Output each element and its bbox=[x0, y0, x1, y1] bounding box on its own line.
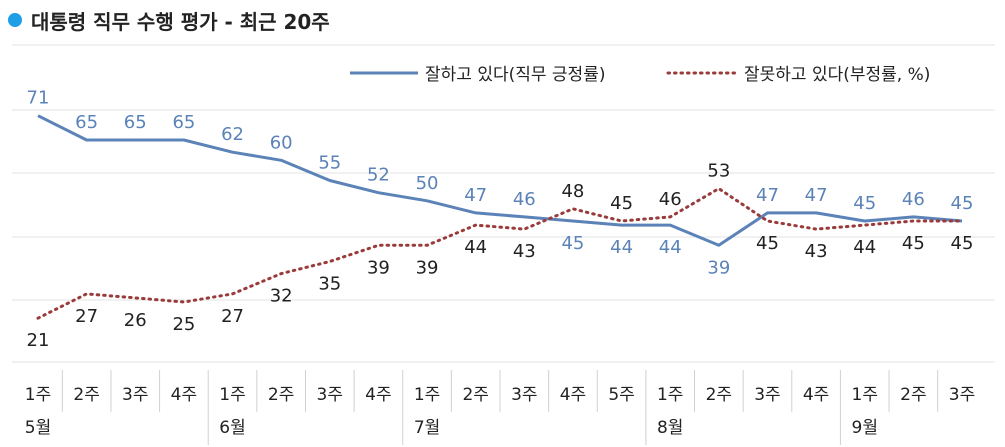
data-label-positive: 46 bbox=[902, 189, 925, 210]
data-label-positive: 47 bbox=[805, 185, 828, 206]
data-label-negative: 43 bbox=[513, 241, 536, 262]
x-tick-label: 5주 bbox=[608, 385, 634, 405]
x-tick-label: 2주 bbox=[462, 385, 488, 405]
data-label-positive: 55 bbox=[318, 153, 341, 174]
data-label-negative: 39 bbox=[367, 257, 390, 278]
data-label-negative: 45 bbox=[951, 233, 974, 254]
x-tick-label: 4주 bbox=[803, 385, 829, 405]
x-tick-label: 3주 bbox=[317, 385, 343, 405]
month-label: 8월 bbox=[657, 418, 683, 438]
legend: 잘하고 있다(직무 긍정률) 잘못하고 있다(부정률, %) bbox=[350, 65, 930, 85]
data-label-positive: 52 bbox=[367, 165, 390, 186]
data-label-positive: 44 bbox=[659, 237, 682, 258]
x-tick-label: 1주 bbox=[219, 385, 245, 405]
data-label-positive: 65 bbox=[172, 112, 195, 133]
data-label-negative: 45 bbox=[902, 233, 925, 254]
data-label-negative: 45 bbox=[610, 193, 633, 214]
x-tick-label: 3주 bbox=[754, 385, 780, 405]
x-tick-label: 4주 bbox=[560, 385, 586, 405]
legend-label-positive: 잘하고 있다(직무 긍정률) bbox=[425, 65, 605, 85]
data-label-negative: 45 bbox=[756, 233, 779, 254]
series-lines bbox=[36, 114, 964, 320]
data-label-negative: 35 bbox=[318, 274, 341, 295]
data-label-negative: 39 bbox=[416, 257, 439, 278]
month-label: 5월 bbox=[25, 418, 51, 438]
data-label-negative: 46 bbox=[659, 189, 682, 210]
x-tick-label: 4주 bbox=[171, 385, 197, 405]
x-tick-label: 2주 bbox=[268, 385, 294, 405]
data-label-negative: 44 bbox=[464, 237, 487, 258]
x-tick-label: 2주 bbox=[73, 385, 99, 405]
x-tick-label: 2주 bbox=[706, 385, 732, 405]
x-tick-label: 1주 bbox=[657, 385, 683, 405]
data-label-positive: 45 bbox=[853, 193, 876, 214]
data-label-positive: 50 bbox=[416, 173, 439, 194]
data-label-positive: 71 bbox=[27, 88, 50, 109]
data-label-negative: 44 bbox=[853, 237, 876, 258]
data-label-negative: 25 bbox=[172, 314, 195, 335]
data-label-positive: 39 bbox=[707, 257, 730, 278]
data-label-positive: 65 bbox=[75, 112, 98, 133]
data-label-negative: 48 bbox=[561, 181, 584, 202]
month-label: 7월 bbox=[414, 418, 440, 438]
data-label-positive: 65 bbox=[124, 112, 147, 133]
x-tick-label: 1주 bbox=[852, 385, 878, 405]
data-label-positive: 44 bbox=[610, 237, 633, 258]
data-label-negative: 27 bbox=[75, 306, 98, 327]
series-line-negative bbox=[36, 187, 964, 320]
data-label-positive: 60 bbox=[270, 132, 293, 153]
data-label-negative: 43 bbox=[805, 241, 828, 262]
data-label-positive: 46 bbox=[513, 189, 536, 210]
month-label: 9월 bbox=[852, 418, 878, 438]
chart-header: 대통령 직무 수행 평가 - 최근 20주 bbox=[8, 6, 330, 34]
legend-label-negative: 잘못하고 있다(부정률, %) bbox=[744, 65, 930, 85]
series-line-positive bbox=[37, 114, 963, 247]
x-tick-label: 3주 bbox=[122, 385, 148, 405]
x-tick-label: 1주 bbox=[414, 385, 440, 405]
data-labels: 71 21 65 27 65 26 65 25 62 27 60 32 55 35 52 39 50 39 47 44… bbox=[27, 88, 974, 352]
data-label-negative: 32 bbox=[270, 286, 293, 307]
data-label-negative: 21 bbox=[27, 330, 50, 351]
data-label-positive: 62 bbox=[221, 124, 244, 145]
month-label: 6월 bbox=[219, 418, 245, 438]
x-tick-label: 3주 bbox=[949, 385, 975, 405]
data-label-positive: 45 bbox=[561, 233, 584, 254]
chart-title: 대통령 직무 수행 평가 - 최근 20주 bbox=[31, 9, 330, 34]
data-label-negative: 26 bbox=[124, 310, 147, 331]
title-bullet-icon bbox=[8, 13, 22, 27]
data-label-positive: 47 bbox=[756, 185, 779, 206]
data-label-positive: 47 bbox=[464, 185, 487, 206]
x-axis: 1주 2주 3주 4주 1주 2주 3주 4주 1주 2주 3주 4주 5주 1주 2주 3주 4주 1주 2주 3주… bbox=[25, 370, 975, 445]
grid-lines bbox=[12, 44, 995, 363]
x-tick-label: 1주 bbox=[25, 385, 51, 405]
data-label-positive: 45 bbox=[951, 193, 974, 214]
x-tick-label: 2주 bbox=[900, 385, 926, 405]
x-tick-label: 4주 bbox=[365, 385, 391, 405]
x-tick-label: 3주 bbox=[511, 385, 537, 405]
data-label-negative: 53 bbox=[707, 161, 730, 182]
data-label-negative: 27 bbox=[221, 306, 244, 327]
